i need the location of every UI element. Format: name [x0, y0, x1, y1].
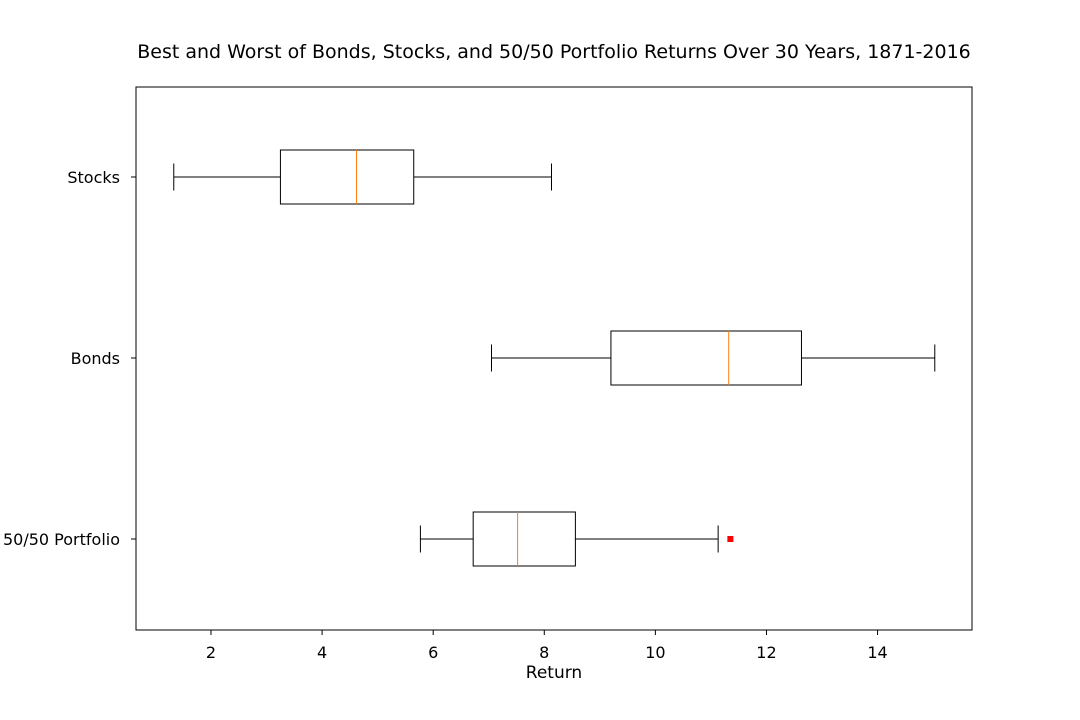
- x-tick-label: 10: [645, 643, 665, 662]
- x-tick-label: 6: [428, 643, 438, 662]
- y-tick-label: Bonds: [71, 349, 120, 368]
- x-tick-label: 2: [206, 643, 216, 662]
- iqr-box: [610, 330, 802, 386]
- iqr-box: [279, 149, 415, 205]
- x-tick-label: 14: [867, 643, 887, 662]
- x-tick-label: 12: [756, 643, 776, 662]
- iqr-box: [472, 511, 576, 567]
- x-tick-label: 8: [539, 643, 549, 662]
- chart-title: Best and Worst of Bonds, Stocks, and 50/…: [137, 41, 971, 63]
- outlier-point: [727, 536, 734, 542]
- y-tick-label: 50/50 Portfolio: [3, 530, 120, 549]
- y-tick-label: Stocks: [67, 168, 120, 187]
- x-tick-label: 4: [317, 643, 327, 662]
- chart-marks: 2 4 6 8 10 12 14 Stocks Bonds 50/50 Portfolio: [3, 149, 936, 662]
- x-axis-label: Return: [526, 663, 582, 683]
